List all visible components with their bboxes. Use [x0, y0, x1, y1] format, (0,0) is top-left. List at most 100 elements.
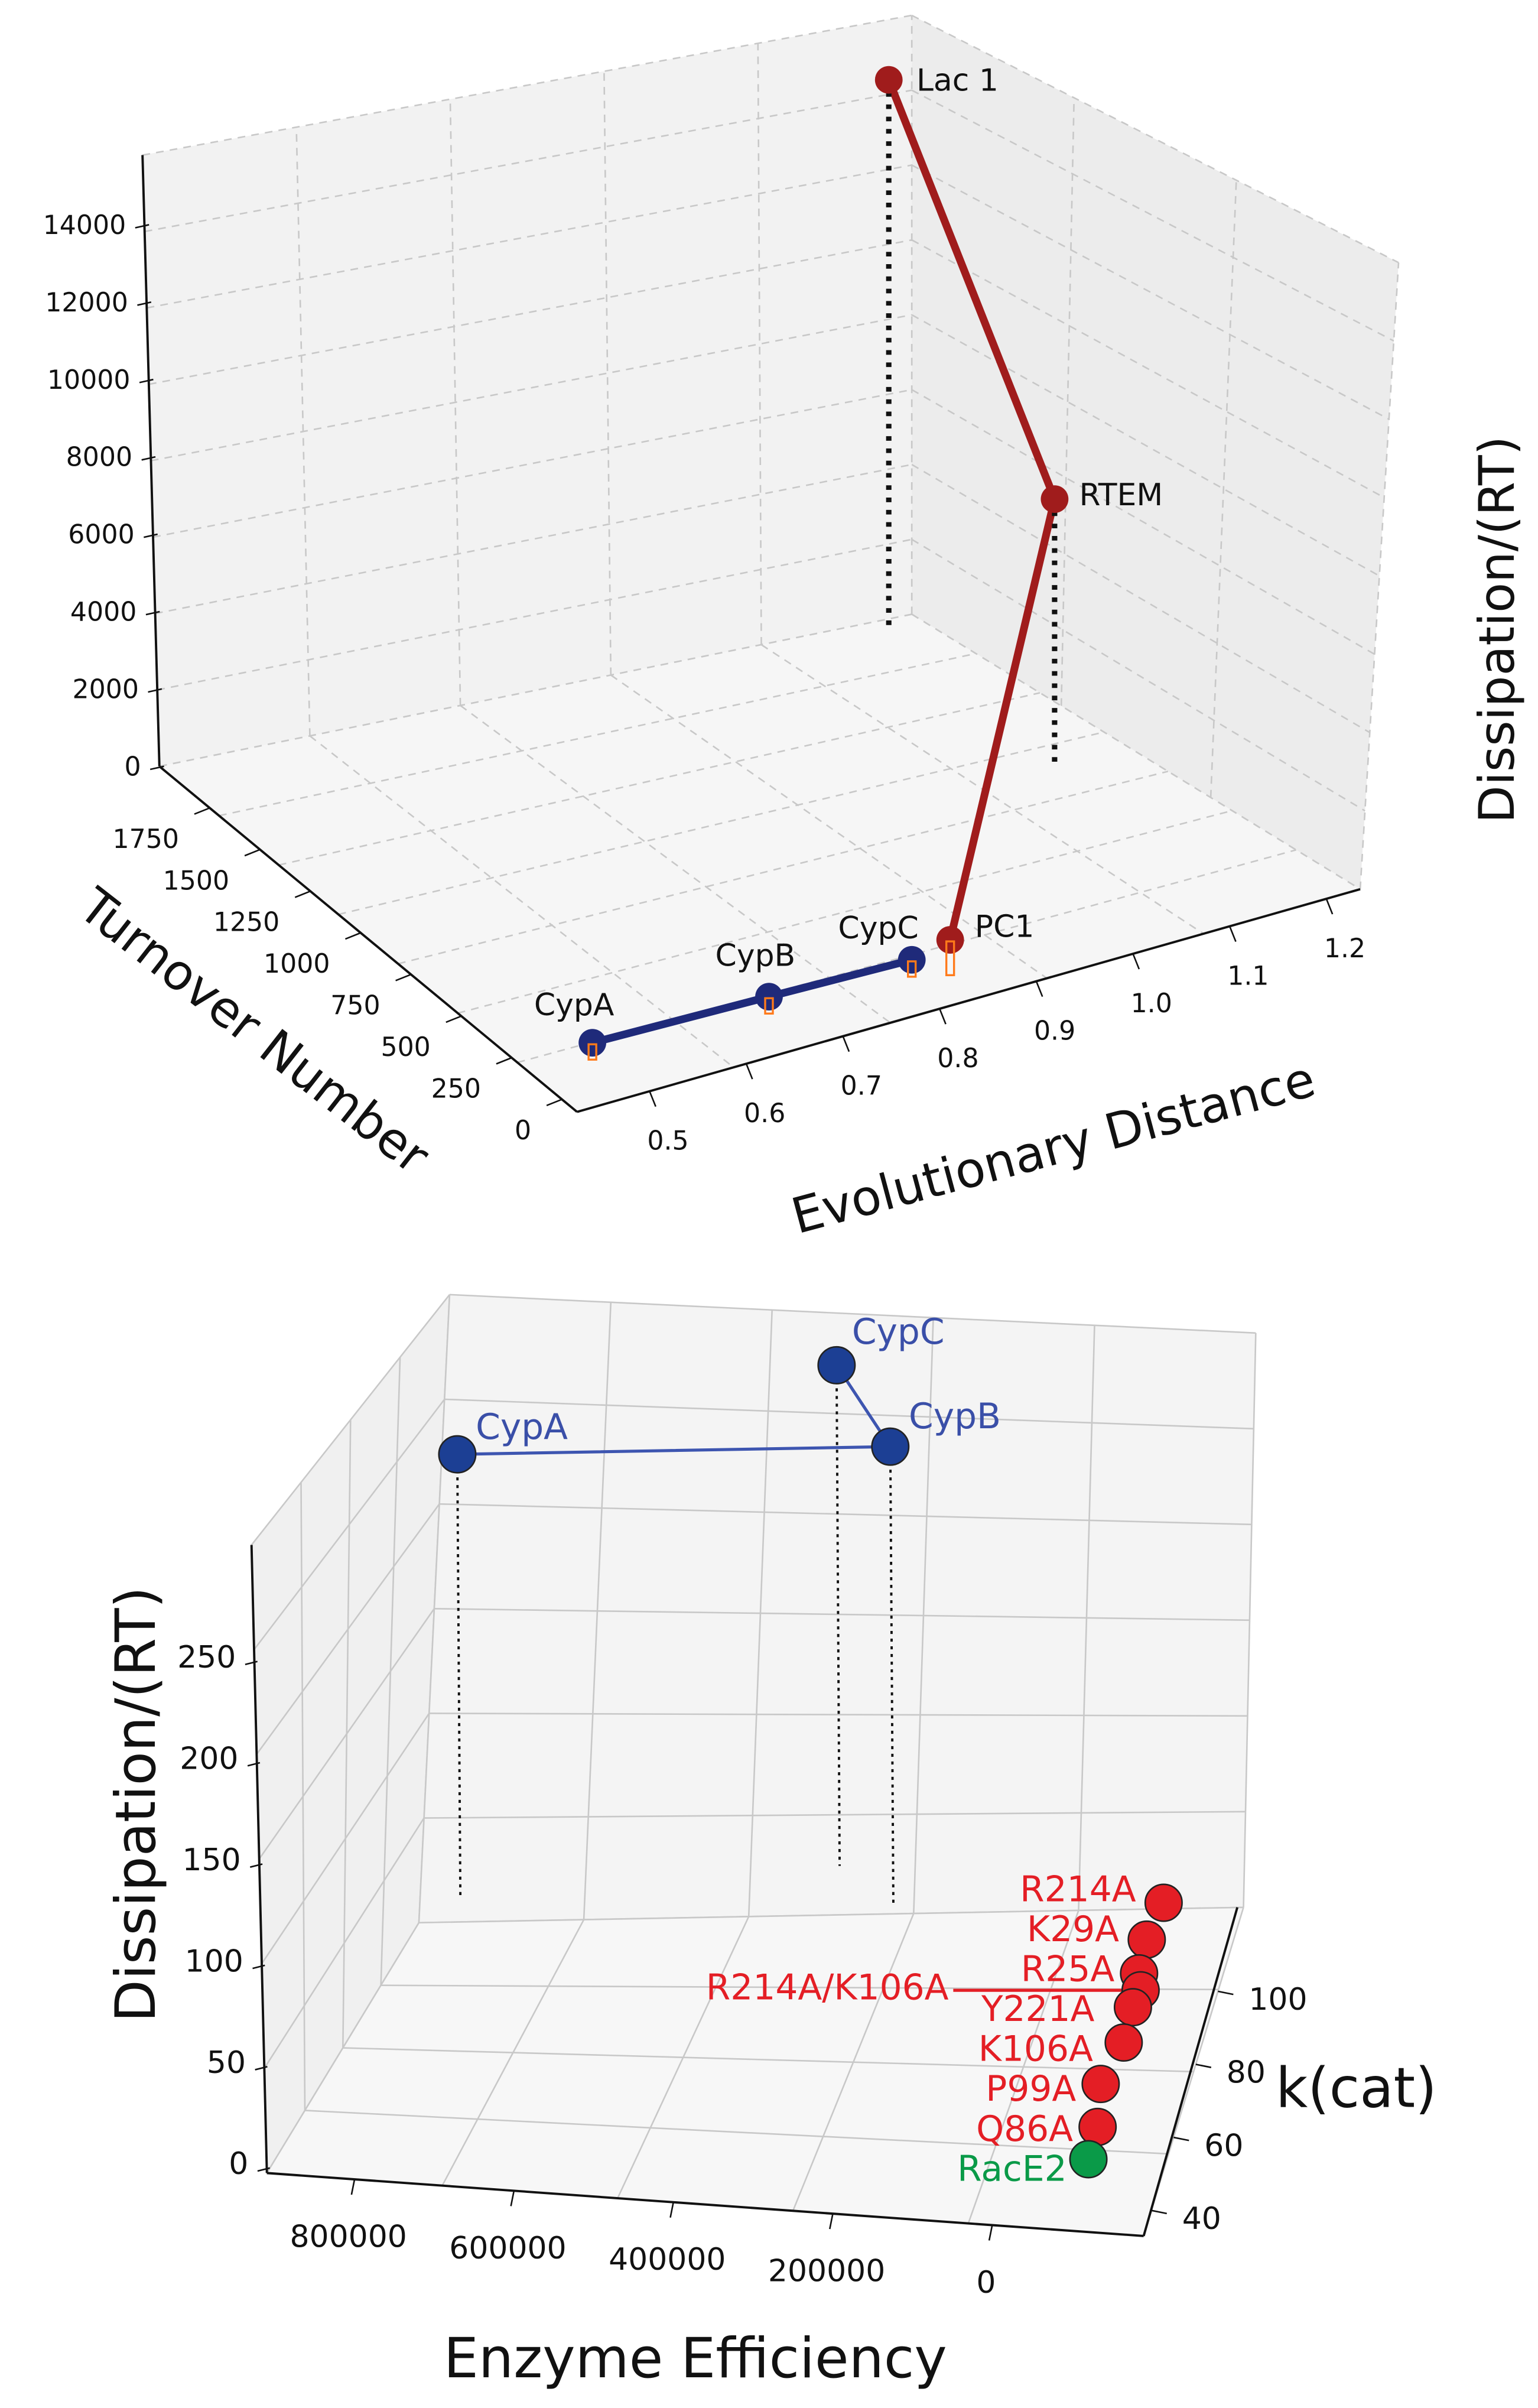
- top-data-point: [578, 1029, 607, 1057]
- top-back-wall-gridline: [148, 239, 912, 385]
- top-error-bar: [764, 997, 774, 1015]
- bottom-z-tick-label: 200: [180, 1741, 238, 1776]
- bottom-floor-gridline: [792, 1913, 915, 2211]
- top-right-wall-pane: [912, 15, 1399, 889]
- top-back-wall-gridline: [142, 14, 912, 156]
- bottom-back-wall-gridline: [449, 1294, 1256, 1334]
- top-right-wall-gridline: [1060, 98, 1075, 706]
- bottom-point-label: RacE2: [957, 2149, 1066, 2189]
- top-z-tick: [137, 301, 152, 306]
- bottom-z-axis-line: [250, 1545, 268, 2173]
- bottom-floor-gridline: [343, 2047, 1194, 2073]
- top-y-tick: [294, 890, 311, 898]
- top-x-tick-label: 1.1: [1227, 961, 1269, 991]
- bottom-point-label: K29A: [1027, 1909, 1119, 1950]
- bottom-floor-gridline: [617, 1916, 750, 2199]
- bottom-floor-gridline: [441, 1919, 585, 2186]
- bottom-zlabel: Dissipation/(RT): [104, 1587, 168, 2022]
- bottom-data-point: [1081, 2065, 1120, 2104]
- top-x-tick: [1035, 981, 1043, 997]
- bottom-x-tick-label: 800000: [290, 2219, 407, 2254]
- top-floor-gridline: [309, 735, 734, 1068]
- top-x-tick-label: 1.0: [1131, 989, 1172, 1019]
- top-back-wall-gridline: [151, 314, 912, 462]
- bottom-z-tick: [247, 1762, 261, 1767]
- top-x-tick-label: 0.7: [841, 1071, 882, 1101]
- top-error-bar: [907, 960, 917, 978]
- bottom-point-label: P99A: [986, 2069, 1076, 2110]
- top-zlabel: Dissipation/(RT): [1468, 436, 1526, 823]
- bottom-x-tick: [510, 2191, 515, 2206]
- top-z-tick: [145, 610, 160, 616]
- top-floor-gridline: [911, 613, 1361, 890]
- bottom-back-wall-gridline: [439, 1503, 1252, 1526]
- bottom-floor-gridline: [967, 1910, 1079, 2224]
- bottom-point-label: CypB: [909, 1396, 1001, 1437]
- bottom-y-tick: [1195, 2063, 1212, 2068]
- top-x-tick-label: 1.2: [1324, 934, 1365, 964]
- bottom-ylabel: k(cat): [1276, 2056, 1437, 2121]
- bottom-point-label: Q86A: [976, 2109, 1073, 2150]
- top-back-wall-gridline: [603, 71, 612, 675]
- bottom-y-axis-line: [1142, 1907, 1239, 2237]
- bottom-point-label: K106A: [978, 2029, 1093, 2070]
- top-right-wall-gridline: [911, 538, 1365, 812]
- bottom-back-wall-gridline: [424, 1811, 1246, 1819]
- top-y-tick: [395, 973, 412, 982]
- bottom-data-point: [1127, 1920, 1166, 1959]
- bottom-y-tick: [1173, 2136, 1189, 2141]
- top-x-tick: [1228, 926, 1237, 943]
- top-floor-pane: [159, 614, 1361, 1112]
- top-point-label: CypC: [838, 911, 918, 946]
- bottom-left-wall-gridline: [253, 1399, 446, 1650]
- bottom-data-point: [871, 1427, 910, 1466]
- top-y-tick: [546, 1099, 562, 1107]
- top-error-bar: [587, 1043, 597, 1061]
- top-x-tick-label: 0.6: [744, 1099, 785, 1129]
- top-right-wall-gridline: [911, 164, 1390, 420]
- bottom-point-label: CypA: [476, 1407, 568, 1448]
- bottom-x-tick: [669, 2202, 674, 2218]
- top-right-wall-gridline: [1209, 180, 1237, 798]
- top-back-wall-gridline: [157, 538, 912, 691]
- top-error-bar: [945, 940, 955, 976]
- top-y-tick-label: 0: [515, 1116, 531, 1146]
- top-floor-gridline: [457, 810, 1233, 1014]
- bottom-z-tick-label: 100: [185, 1944, 243, 1979]
- top-back-wall-gridline: [147, 164, 912, 309]
- top-floor-gridline: [159, 613, 912, 768]
- top-right-wall-gridline: [911, 314, 1380, 577]
- bottom-z-tick-label: 150: [183, 1842, 241, 1878]
- bottom-dropline: [456, 1454, 462, 1897]
- bottom-z-tick-label: 0: [229, 2146, 248, 2182]
- bottom-floor-gridline: [304, 2110, 1169, 2155]
- chart-top: 0 2000 4000 6000 8000 10000 12000 14000 0 2505007…: [43, 14, 1526, 1245]
- bottom-point-label: R214A: [1020, 1869, 1136, 1910]
- top-y-tick: [194, 807, 210, 815]
- bottom-x-tick: [988, 2225, 993, 2241]
- top-data-point: [898, 945, 926, 974]
- bottom-left-wall-gridline: [261, 1712, 430, 1964]
- top-z-tick-label: 8000: [66, 443, 132, 473]
- bottom-data-point: [1104, 2023, 1143, 2062]
- top-x-tick-label: 0.5: [647, 1126, 688, 1156]
- top-back-wall-gridline: [144, 89, 912, 233]
- bottom-data-point: [1144, 1883, 1183, 1922]
- top-z-axis-line: [141, 155, 161, 766]
- top-z-tick-label: 4000: [70, 597, 136, 628]
- top-right-wall-gridline: [911, 239, 1385, 499]
- top-right-wall-gridline: [911, 464, 1370, 733]
- top-z-tick: [135, 224, 149, 229]
- bottom-left-wall-gridline: [256, 1503, 440, 1755]
- bottom-y-tick-label: 60: [1204, 2128, 1243, 2163]
- bottom-z-tick-label: 50: [207, 2045, 246, 2081]
- chart-bottom-axes: 0 50 100 150 200 250 800000 600000 400000 200000 0…: [177, 1545, 1308, 2300]
- bottom-z-tick: [257, 2167, 270, 2172]
- bottom-x-axis-line: [266, 2172, 1144, 2237]
- bottom-x-tick-label: 400000: [609, 2242, 726, 2277]
- top-data-point: [936, 926, 964, 954]
- top-x-tick-label: 0.9: [1034, 1016, 1075, 1046]
- top-right-wall-gridline: [911, 389, 1376, 655]
